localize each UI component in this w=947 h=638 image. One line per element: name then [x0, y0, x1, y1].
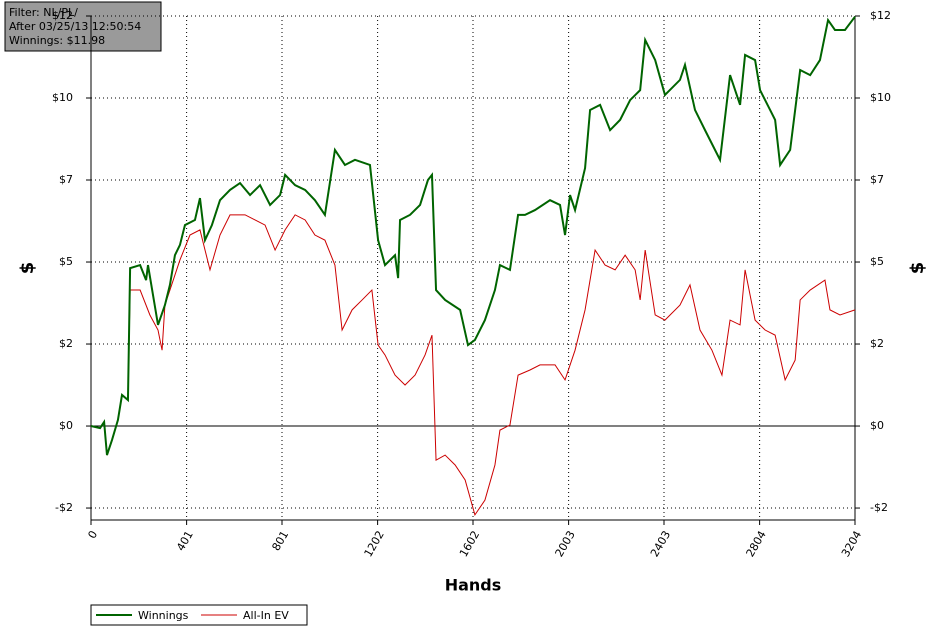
series-line: [90, 214, 856, 517]
y2-tick-label: $2: [870, 337, 884, 350]
x-tick-label: 2804: [744, 529, 769, 560]
y2-tick-label: $5: [870, 255, 884, 268]
x-tick-label: 1202: [362, 529, 387, 560]
y-tick-label: $0: [59, 419, 73, 432]
y2-tick-label: $12: [870, 9, 891, 22]
y-tick-label: $10: [52, 91, 73, 104]
x-tick-label: 801: [269, 529, 291, 554]
legend: [90, 604, 308, 626]
y-tick-label: $12: [52, 9, 73, 22]
y2-axis-title: $: [907, 262, 928, 275]
legend-label: Winnings: [138, 609, 189, 622]
y2-tick-label: $10: [870, 91, 891, 104]
x-tick-label: 0: [85, 529, 100, 542]
x-tick-label: 1602: [457, 529, 482, 560]
y-tick-label: -$2: [55, 501, 73, 514]
info-box: [4, 1, 162, 52]
y2-tick-label: $0: [870, 419, 884, 432]
x-tick-label: 2003: [553, 529, 578, 560]
y-axis-title: $: [17, 262, 38, 275]
y-tick-label: $7: [59, 173, 73, 186]
y-tick-label: $5: [59, 255, 73, 268]
x-tick-label: 2403: [648, 529, 673, 560]
info-line: Winnings: $11.98: [9, 34, 105, 47]
legend-label: All-In EV: [243, 609, 289, 622]
info-line: After 03/25/13 12:50:54: [9, 20, 141, 33]
x-axis-title: Hands: [445, 576, 502, 595]
y2-tick-label: $7: [870, 173, 884, 186]
info-line: Filter: NL/PL/: [9, 6, 78, 19]
series-line: [90, 16, 856, 456]
y2-tick-label: -$2: [870, 501, 888, 514]
x-tick-label: 401: [174, 529, 196, 554]
x-tick-label: 3204: [839, 529, 864, 560]
y-tick-label: $2: [59, 337, 73, 350]
